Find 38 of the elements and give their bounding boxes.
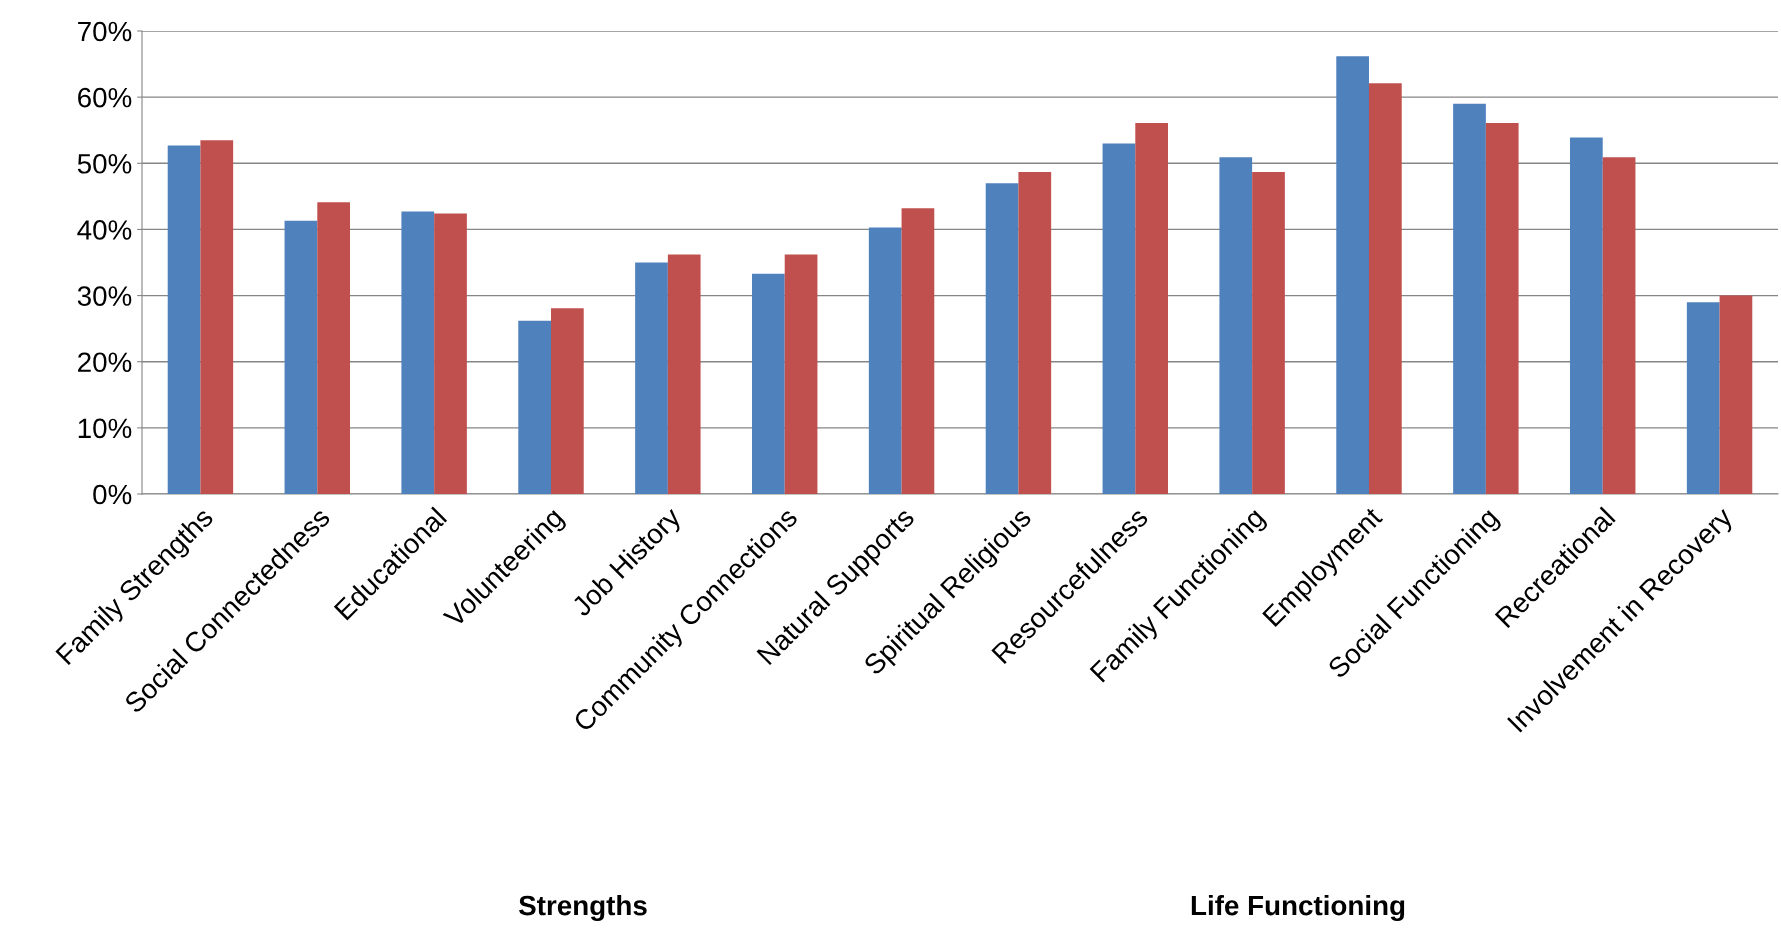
bar [284, 220, 318, 494]
y-tick-label: 30% [77, 286, 132, 306]
bar [751, 273, 785, 494]
y-tick-label: 40% [77, 220, 132, 240]
bar [401, 211, 435, 494]
bar [1135, 122, 1169, 494]
bar [1369, 83, 1402, 494]
y-tick-label: 50% [77, 153, 132, 174]
bar [1602, 157, 1636, 494]
bar [985, 183, 1019, 494]
bar [200, 140, 234, 494]
y-tick-label: 60% [78, 87, 132, 108]
bar [1453, 103, 1486, 494]
bar [518, 320, 551, 494]
text: Life Functioning [1191, 894, 1405, 922]
bar [1018, 171, 1052, 494]
bar [667, 254, 701, 494]
text: Strengths [518, 894, 647, 922]
y-tick-label: 10% [78, 418, 132, 439]
bar [901, 208, 935, 494]
bar [1252, 171, 1285, 494]
bar [167, 145, 201, 494]
bar [1336, 56, 1369, 494]
bar [635, 262, 668, 494]
bar [551, 308, 584, 494]
bar [317, 202, 351, 494]
y-tick-label: 0% [93, 484, 132, 505]
bar [434, 213, 467, 494]
y-tick-label: 70% [78, 21, 132, 42]
y-tick-label: 20% [78, 352, 132, 373]
bar [1485, 122, 1519, 494]
bar [1719, 295, 1753, 494]
bar [1102, 143, 1136, 494]
bar [1686, 302, 1720, 494]
bar [1569, 137, 1603, 494]
bar [784, 254, 818, 494]
bar [1219, 157, 1253, 494]
bar [868, 227, 902, 494]
